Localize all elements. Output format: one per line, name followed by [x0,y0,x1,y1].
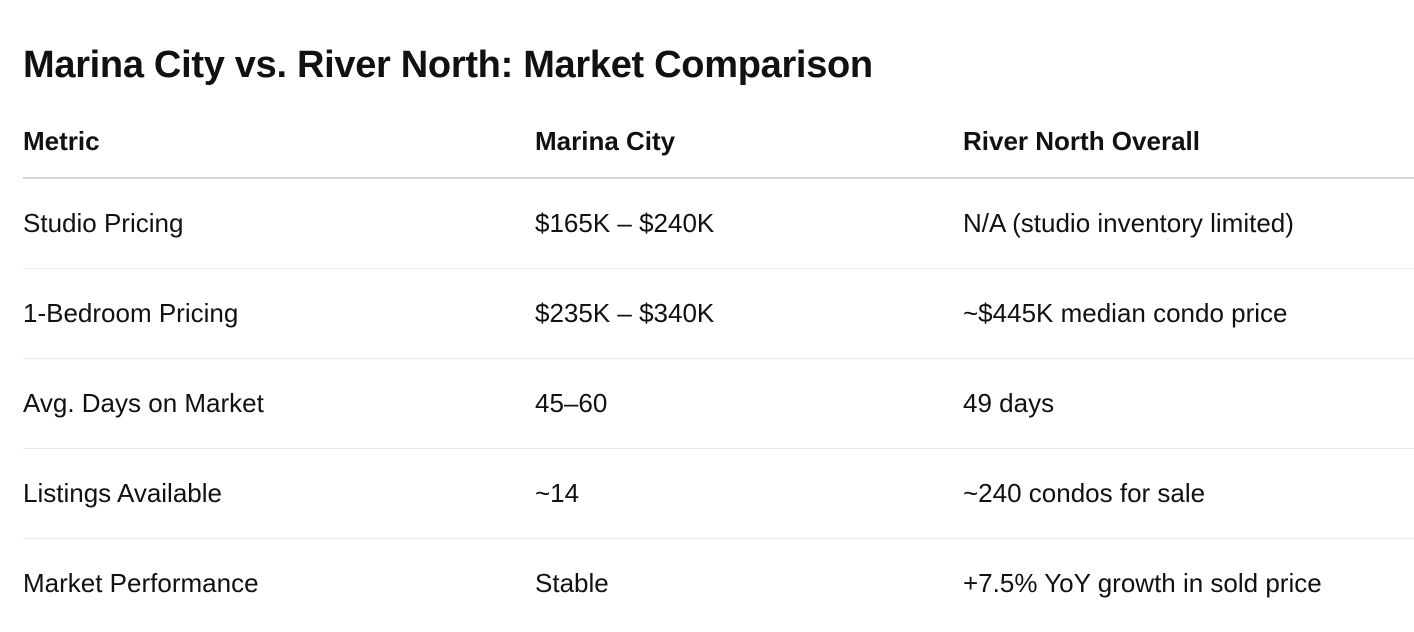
comparison-table: Metric Marina City River North Overall S… [23,106,1414,628]
cell-metric: Listings Available [23,448,535,539]
cell-marina-city: $165K – $240K [535,178,963,269]
header-metric: Metric [23,106,535,179]
cell-metric: Studio Pricing [23,178,535,269]
cell-metric: Avg. Days on Market [23,358,535,449]
table-row: Studio Pricing $165K – $240K N/A (studio… [23,178,1414,269]
cell-marina-city: ~14 [535,448,963,539]
table-body: Studio Pricing $165K – $240K N/A (studio… [23,178,1414,628]
cell-marina-city: $235K – $340K [535,268,963,359]
table-row: Market Performance Stable +7.5% YoY grow… [23,539,1414,629]
header-row: Metric Marina City River North Overall [23,106,1414,179]
page-title: Marina City vs. River North: Market Comp… [23,44,873,86]
cell-river-north: N/A (studio inventory limited) [963,178,1414,269]
cell-metric: 1-Bedroom Pricing [23,268,535,359]
header-river-north: River North Overall [963,106,1414,179]
cell-river-north: +7.5% YoY growth in sold price [963,568,1322,598]
table-header: Metric Marina City River North Overall [23,106,1414,179]
header-marina-city: Marina City [535,106,963,179]
cell-metric: Market Performance [23,568,259,598]
cell-river-north: ~240 condos for sale [963,448,1414,539]
cell-marina-city: 45–60 [535,358,963,449]
cell-river-north: 49 days [963,358,1414,449]
cell-marina-city: Stable [535,568,609,598]
table-row: 1-Bedroom Pricing $235K – $340K ~$445K m… [23,268,1414,359]
table-row: Listings Available ~14 ~240 condos for s… [23,448,1414,539]
cell-river-north: ~$445K median condo price [963,268,1414,359]
table-row: Avg. Days on Market 45–60 49 days [23,358,1414,449]
